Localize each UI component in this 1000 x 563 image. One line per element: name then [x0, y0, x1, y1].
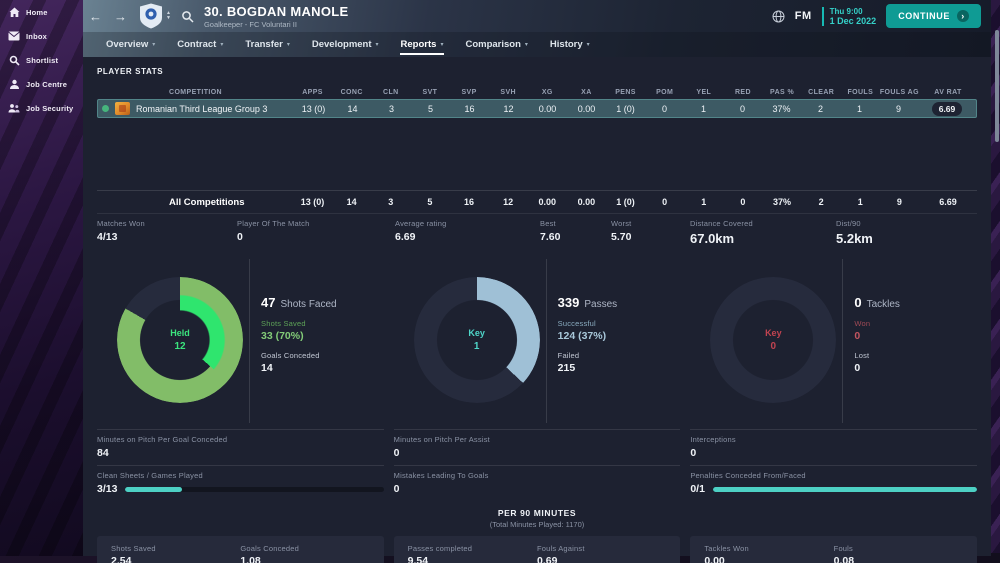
progress-bar: [712, 486, 977, 492]
continue-button[interactable]: CONTINUE ›: [886, 4, 981, 28]
stat-matches-won: Matches Won 4/13: [97, 219, 145, 243]
table-row-all-competitions: All Competitions 13 (0) 14 3 5 16 12 0.0…: [97, 191, 977, 213]
stat-dist-per-90: Dist/90 5.2km: [836, 219, 873, 246]
continue-arrow-icon: ›: [957, 10, 969, 22]
tab-overview[interactable]: Overview ▾: [106, 39, 156, 50]
stat-passes-completed-per90: Passes completed 9.54: [407, 543, 473, 563]
chevron-down-icon: ▼: [166, 15, 171, 21]
divider: [249, 259, 250, 423]
sidebar: Home Inbox Shortlist Job Centre Job Secu…: [0, 0, 83, 556]
sidebar-item-job-centre[interactable]: Job Centre: [0, 72, 83, 96]
per-90-panels: Shots Saved 2.54 Goals Conceded 1.08 Passe…: [97, 536, 977, 563]
chevron-down-icon: ▾: [220, 42, 224, 48]
sidebar-item-inbox[interactable]: Inbox: [0, 24, 83, 48]
passes-panel: Key 1 339 Passes Successful 124 (37%) Faile…: [394, 253, 681, 429]
per90-panel-passes: Passes completed 9.54 Fouls Against 0.69: [393, 536, 681, 563]
table-empty-area: [97, 118, 977, 190]
stat-distance-covered: Distance Covered 67.0km: [690, 219, 753, 246]
chevron-down-icon: ▾: [375, 42, 379, 48]
chevron-down-icon: ▾: [152, 42, 156, 48]
stat-clean-sheets: Clean Sheets / Games Played 3/13: [97, 465, 384, 501]
stat-mistakes-leading-to-goals: Mistakes Leading To Goals 0: [393, 465, 681, 501]
summary-stats-row: Matches Won 4/13 Player Of The Match 0 Ave…: [97, 213, 977, 253]
chevron-down-icon: ▾: [440, 42, 444, 48]
donut-section: Held 12 47 Shots Faced Shots Saved 33 (70%)…: [97, 253, 977, 429]
stat-goals-conceded-per90: Goals Conceded 1.08: [240, 543, 299, 563]
back-arrow-icon[interactable]: ←: [89, 8, 102, 24]
chevron-down-icon: ▾: [286, 42, 290, 48]
header: ← → ▲ ▼ 30. BOGDAN MANOLE Goalkeeper - FC…: [83, 0, 991, 57]
mid-stats-row-1: Minutes on Pitch Per Goal Conceded 84 Min…: [97, 429, 977, 465]
stat-shots-saved-per90: Shots Saved 2.54: [111, 543, 156, 563]
stat-minutes-per-assist: Minutes on Pitch Per Assist 0: [393, 429, 681, 465]
chevron-up-icon: ▲: [166, 10, 171, 16]
game-datetime: Thu 9:00 1 Dec 2022: [821, 6, 877, 26]
section-title: PLAYER STATS: [97, 67, 164, 76]
globe-icon[interactable]: [772, 10, 785, 23]
stat-penalties-conceded: Penalties Conceded From/Faced 0/1: [690, 465, 977, 501]
player-stepper[interactable]: ▲ ▼: [166, 11, 171, 21]
divider: [97, 190, 977, 191]
chevron-down-icon: ▾: [586, 42, 590, 48]
progress-bar: [125, 486, 384, 492]
totals-label: All Competitions: [169, 196, 245, 208]
inbox-icon: [8, 30, 20, 42]
game-time: Thu 9:00: [829, 6, 863, 16]
home-icon: [8, 6, 20, 18]
search-icon: [8, 54, 20, 66]
stat-tackles-won-per90: Tackles Won 0.00: [704, 543, 749, 563]
per-90-header: PER 90 MINUTES (Total Minutes Played: 11…: [489, 508, 585, 529]
table-row-competition[interactable]: Romanian Third League Group 3 13 (0) 14 …: [97, 99, 977, 118]
job-centre-icon: [8, 78, 20, 90]
sidebar-item-job-security[interactable]: Job Security: [0, 96, 83, 120]
stat-fouls-against-per90: Fouls Against 0.69: [536, 543, 585, 563]
tab-contract[interactable]: Contract ▾: [177, 39, 224, 50]
shots-faced-donut-chart: Held 12: [117, 277, 243, 403]
player-stats-page: PLAYER STATS COMPETITION APPS CONC CLN S…: [83, 57, 991, 563]
stat-minutes-per-goal-conceded: Minutes on Pitch Per Goal Conceded 84: [97, 429, 384, 465]
stat-worst-rating: Worst 5.70: [611, 219, 632, 243]
per90-panel-tackles: Tackles Won 0.00 Fouls 0.08: [690, 536, 977, 563]
job-security-icon: [8, 102, 20, 114]
stat-fouls-per90: Fouls 0.08: [833, 543, 855, 563]
tab-history[interactable]: History ▾: [549, 39, 590, 50]
status-dot-icon: [102, 105, 109, 112]
tackles-panel: Key 0 0 Tackles Won 0 Lost 0: [690, 253, 977, 429]
tab-comparison[interactable]: Comparison ▾: [465, 39, 528, 50]
divider: [842, 259, 844, 423]
tab-transfer[interactable]: Transfer ▾: [245, 39, 290, 50]
player-nav-tabs: Overview ▾ Contract ▾ Transfer ▾ Developmen…: [83, 32, 991, 57]
stats-table-header: COMPETITION APPS CONC CLN SVT SVP SVH XG…: [169, 88, 962, 96]
divider: [545, 259, 547, 423]
average-rating-badge: 6.69: [931, 101, 963, 116]
game-date: 1 Dec 2022: [829, 15, 877, 26]
scrollbar-thumb[interactable]: [995, 30, 999, 142]
passes-donut-chart: Key 1: [413, 277, 540, 403]
club-crest-icon[interactable]: [139, 3, 163, 29]
desktop-edge: [991, 0, 1000, 563]
per90-panel-shots: Shots Saved 2.54 Goals Conceded 1.08: [97, 536, 384, 563]
fm-logo: FM: [794, 10, 812, 22]
stat-interceptions: Interceptions 0: [690, 429, 977, 465]
search-icon[interactable]: [181, 10, 194, 23]
tab-development[interactable]: Development ▾: [311, 39, 379, 50]
tab-reports[interactable]: Reports ▾: [392, 32, 453, 57]
mid-stats-row-2: Clean Sheets / Games Played 3/13 Mistake…: [97, 465, 977, 501]
shots-faced-panel: Held 12 47 Shots Faced Shots Saved 33 (70%)…: [97, 253, 384, 429]
stat-average-rating: Average rating 6.69: [395, 219, 447, 243]
sidebar-item-shortlist[interactable]: Shortlist: [0, 48, 83, 72]
forward-arrow-icon[interactable]: →: [114, 8, 127, 24]
tackles-donut-chart: Key 0: [710, 277, 837, 403]
page-subtitle: Goalkeeper - FC Voluntari II: [203, 19, 297, 29]
sidebar-item-home[interactable]: Home: [0, 0, 83, 24]
competition-name: Romanian Third League Group 3: [136, 103, 268, 114]
page-title: 30. BOGDAN MANOLE: [203, 3, 349, 19]
chevron-down-icon: ▾: [524, 42, 528, 48]
competition-logo-icon: [115, 102, 130, 115]
stat-player-of-the-match: Player Of The Match 0: [237, 219, 310, 243]
stat-best-rating: Best 7.60: [540, 219, 561, 243]
